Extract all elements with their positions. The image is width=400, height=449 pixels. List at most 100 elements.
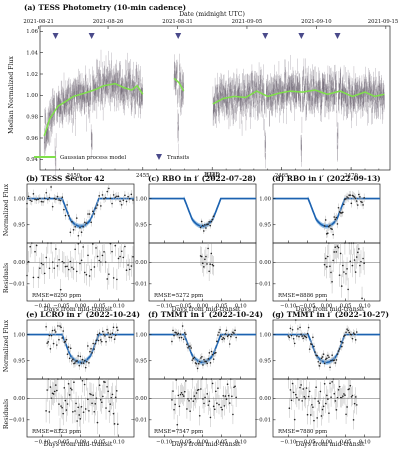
resid-point	[128, 268, 131, 271]
flux-point	[290, 334, 293, 337]
panel-a-title: (a) TESS Photometry (10-min cadence)	[24, 3, 186, 12]
resid-point	[331, 280, 333, 283]
flux-point	[66, 204, 68, 206]
flux-point	[98, 332, 101, 334]
flux-point	[356, 204, 359, 206]
flux-point	[332, 233, 334, 236]
flux-point	[56, 344, 58, 346]
flux-point	[205, 227, 207, 229]
flux-ytick-label: 0.95	[13, 223, 25, 229]
resid-point	[209, 416, 212, 419]
flux-point	[57, 325, 59, 327]
flux-point	[305, 336, 308, 339]
panel-e-xlabel: Days from mid-transit	[44, 441, 113, 448]
xtick-label: −0.10	[280, 440, 297, 446]
resid-point	[228, 402, 231, 404]
flux-point	[54, 331, 57, 333]
resid-point	[122, 256, 125, 259]
flux-point	[229, 335, 232, 338]
resid-point	[26, 274, 28, 277]
resid-point	[223, 405, 226, 407]
resid-point	[173, 408, 175, 411]
flux-point	[67, 346, 70, 348]
resid-point	[317, 400, 320, 402]
xtick-label: −0.05	[53, 440, 69, 446]
resid-point	[46, 389, 48, 391]
resid-point	[203, 402, 205, 405]
flux-point	[68, 357, 71, 360]
resid-point	[31, 242, 33, 244]
flux-point	[96, 204, 99, 206]
flux-point	[335, 359, 338, 361]
flux-point	[51, 205, 54, 208]
flux-point	[343, 203, 345, 206]
resid-point	[72, 410, 74, 413]
flux-point	[200, 220, 203, 223]
flux-point	[84, 366, 87, 369]
resid-point	[95, 247, 97, 249]
flux-point	[37, 198, 40, 201]
flux-point	[345, 331, 347, 334]
resid-point	[114, 244, 117, 247]
resid-ytick-label: 0.00	[135, 260, 147, 266]
flux-point	[83, 221, 86, 224]
flux-point	[62, 330, 65, 332]
resid-point	[355, 404, 358, 406]
flux-point	[69, 231, 72, 234]
flux-point	[323, 362, 326, 365]
resid-point	[45, 256, 48, 259]
flux-point	[93, 213, 96, 215]
resid-point	[98, 259, 101, 262]
lc-frame	[39, 25, 391, 171]
flux-point	[39, 197, 41, 200]
resid-point	[66, 265, 68, 268]
xtick-label: −0.05	[175, 440, 191, 446]
resid-point	[235, 396, 237, 399]
transit-model-line	[149, 333, 256, 364]
model-uncertainty-band	[149, 332, 256, 365]
flux-point	[71, 221, 73, 223]
panel-d-title: (d) RBO in i′ (2022-09-13)	[272, 174, 381, 183]
resid-point	[355, 256, 358, 258]
flux-point	[72, 358, 74, 361]
resid-point	[201, 262, 204, 265]
resid-point	[227, 394, 230, 397]
flux-point	[329, 224, 331, 227]
resid-point	[53, 390, 56, 393]
resid-point	[216, 402, 218, 404]
flux-ytick-label: 1.00	[135, 196, 147, 202]
resid-point	[132, 255, 134, 258]
flux-point	[173, 334, 175, 337]
resid-point	[224, 395, 227, 397]
flux-point	[60, 326, 62, 329]
gp-model-line-2	[173, 77, 185, 92]
flux-point	[50, 334, 53, 337]
xtick-label: −0.10	[34, 304, 51, 310]
resid-point	[337, 388, 340, 391]
resid-point	[111, 250, 113, 253]
resid-point	[56, 389, 58, 392]
flux-point	[341, 211, 344, 214]
transit-model-line	[273, 333, 380, 364]
resid-point	[92, 394, 94, 397]
flux-point	[32, 193, 35, 195]
flux-point	[104, 197, 107, 199]
flux-point	[180, 336, 183, 339]
xtick-label: −0.05	[175, 304, 191, 310]
flux-point	[120, 203, 123, 206]
resid-point	[217, 387, 219, 389]
flux-point	[85, 360, 88, 363]
resid-point	[226, 383, 229, 386]
resid-point	[105, 407, 107, 409]
resid-point	[318, 402, 321, 404]
row1-flux-label: Normalized Flux	[3, 183, 10, 236]
flux-point	[300, 333, 302, 335]
flux-point	[45, 325, 47, 328]
resid-point	[329, 265, 331, 268]
transit-model-line	[27, 333, 134, 364]
flux-point	[48, 334, 51, 337]
flux-point	[210, 220, 213, 223]
resid-point	[53, 267, 56, 270]
resid-ytick-label: −0.01	[131, 418, 147, 424]
resid-point	[75, 270, 78, 273]
